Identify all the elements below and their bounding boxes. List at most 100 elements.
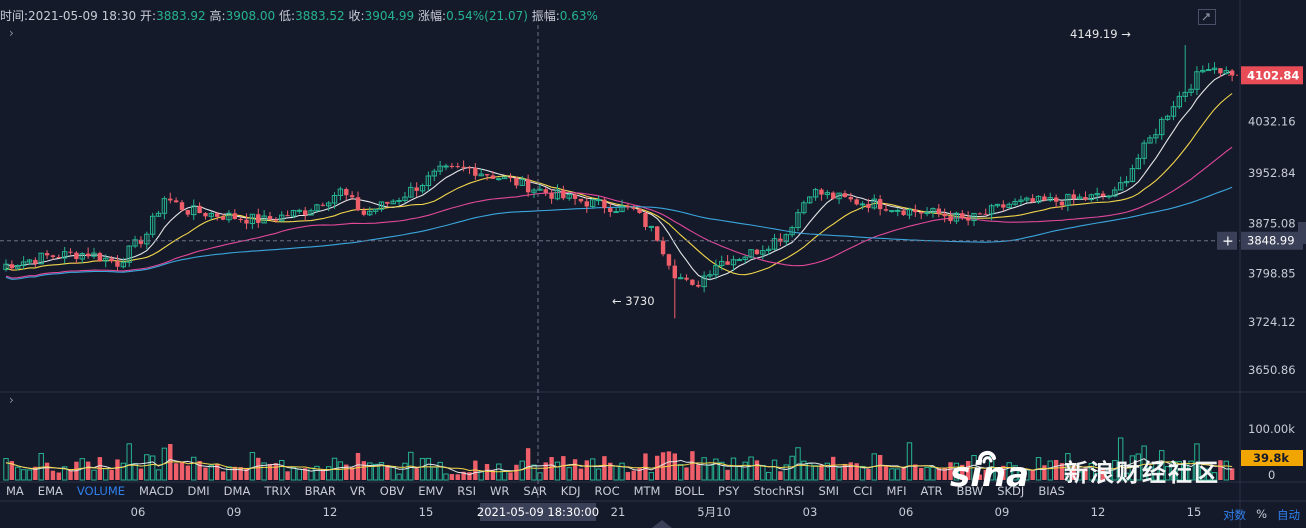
price-tick-label: 4032.16: [1248, 114, 1296, 128]
candle-body: [760, 250, 766, 255]
candle-body: [525, 179, 531, 193]
candle-body: [185, 210, 191, 215]
candle-body: [666, 254, 672, 266]
indicator-tab-wr[interactable]: WR: [489, 484, 510, 498]
indicator-tab-psy[interactable]: PSY: [718, 484, 740, 498]
volume-bar: [1123, 472, 1130, 481]
candle-body: [1100, 193, 1106, 197]
volume-bar: [1006, 462, 1012, 481]
volume-bar: [50, 470, 56, 480]
indicator-tab-ma[interactable]: MA: [6, 484, 24, 498]
candle-body: [508, 176, 513, 179]
expand-volume-indicators-icon[interactable]: ›: [9, 393, 14, 407]
candle-body: [637, 208, 642, 213]
indicator-tab-skdj[interactable]: SKDJ: [997, 484, 1025, 498]
candle-body: [314, 204, 320, 212]
indicator-tab-volume[interactable]: VOLUME: [76, 484, 126, 498]
volume-bar: [883, 465, 889, 480]
volume-bar: [208, 464, 215, 481]
volume-bar: [455, 474, 460, 480]
volume-bar: [3, 458, 9, 481]
log-scale-toggle[interactable]: 对数: [1223, 508, 1247, 522]
pane-toggle-icon[interactable]: [652, 520, 672, 528]
indicator-tab-boll[interactable]: BOLL: [674, 484, 705, 498]
candle-body: [1211, 67, 1218, 71]
candle-body: [919, 212, 924, 214]
volume-bar: [215, 463, 220, 480]
indicator-tab-smi[interactable]: SMI: [818, 484, 840, 498]
indicator-tab-kdj[interactable]: KDJ: [560, 484, 581, 498]
volume-bar: [15, 466, 21, 481]
candle-body: [572, 194, 578, 199]
candle-body: [74, 252, 79, 260]
candle-body: [871, 198, 877, 209]
volume-bar: [197, 460, 202, 480]
volume-bar: [296, 468, 303, 481]
candle-body: [337, 188, 344, 196]
indicator-tab-ema[interactable]: EMA: [37, 484, 63, 498]
volume-bar: [85, 461, 91, 480]
fullscreen-icon[interactable]: [1198, 9, 1216, 25]
indicator-tab-emv[interactable]: EMV: [418, 484, 444, 498]
expand-main-indicators-icon[interactable]: ›: [9, 26, 14, 40]
candle-body: [191, 205, 197, 216]
candle-body: [1117, 182, 1124, 191]
volume-bar: [303, 468, 308, 480]
candle-body: [349, 195, 355, 198]
volume-bar: [138, 468, 144, 480]
indicator-tab-atr[interactable]: ATR: [920, 484, 943, 498]
volume-bar: [812, 465, 819, 481]
volume-bar: [554, 461, 561, 481]
volume-bar: [425, 457, 432, 481]
candle-body: [290, 210, 297, 217]
time-label: 时间:: [0, 9, 29, 23]
indicator-tab-vr[interactable]: VR: [349, 484, 366, 498]
price-tick-label: 3724.12: [1248, 315, 1296, 329]
price-axis: 4032.16 3952.84 3875.08 3798.85 3724.12 3650.…: [131, 66, 1303, 519]
candle-body: [443, 165, 449, 168]
volume-bar: [355, 452, 361, 480]
indicator-tab-mtm[interactable]: MTM: [633, 484, 661, 498]
indicator-tab-stochrsi[interactable]: StochRSI: [753, 484, 805, 498]
volume-bar: [783, 464, 789, 481]
candle-body: [402, 196, 408, 201]
candle-body: [519, 178, 525, 186]
volume-bar: [1094, 473, 1100, 481]
volume-bar: [115, 459, 120, 480]
candle-body: [91, 252, 97, 257]
candle-body: [549, 192, 554, 199]
candle-body: [455, 166, 460, 168]
candle-body: [913, 209, 918, 213]
indicator-tab-macd[interactable]: MACD: [139, 484, 174, 498]
indicator-tab-cci[interactable]: CCI: [853, 484, 873, 498]
indicator-tab-obv[interactable]: OBV: [379, 484, 405, 498]
volume-bar: [378, 462, 385, 481]
indicator-tab-sar[interactable]: SAR: [523, 484, 547, 498]
volume-bar: [1047, 460, 1053, 481]
crosshair-add-button[interactable]: [1217, 231, 1237, 250]
indicator-tab-trix[interactable]: TRIX: [264, 484, 291, 498]
auto-scale-toggle[interactable]: 自动: [1277, 508, 1300, 522]
indicator-tab-dma[interactable]: DMA: [223, 484, 251, 498]
candle-body: [1182, 91, 1188, 97]
indicator-tab-roc[interactable]: ROC: [594, 484, 620, 498]
indicator-tab-dmi[interactable]: DMI: [187, 484, 210, 498]
indicator-tab-rsi[interactable]: RSI: [457, 484, 476, 498]
indicator-tab-bias[interactable]: BIAS: [1038, 484, 1065, 498]
candle-body: [643, 212, 648, 227]
volume-bar: [61, 466, 68, 481]
percent-scale-toggle[interactable]: %: [1256, 507, 1267, 521]
volume-bar: [690, 451, 695, 480]
candle-body: [719, 260, 725, 266]
candle-body: [906, 209, 913, 216]
candle-body: [742, 256, 748, 261]
candle-body: [155, 212, 162, 217]
price-scale-handle[interactable]: [1298, 222, 1306, 244]
indicator-tab-bbw[interactable]: BBW: [956, 484, 984, 498]
volume-bar: [707, 464, 713, 481]
indicator-tab-brar[interactable]: BRAR: [304, 484, 336, 498]
indicator-tab-mfi[interactable]: MFI: [886, 484, 907, 498]
volume-bar: [1053, 459, 1059, 480]
volume-bar: [155, 469, 162, 481]
